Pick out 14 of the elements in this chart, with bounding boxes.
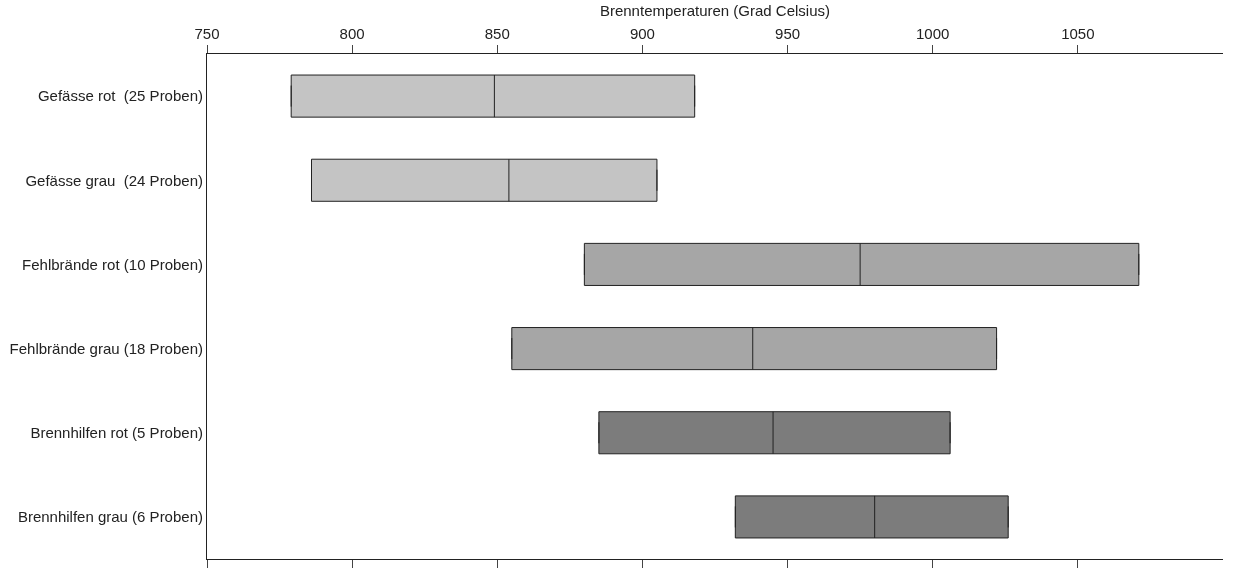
x-tick-label: 1000 xyxy=(916,25,950,42)
x-tick-label: 1050 xyxy=(1061,25,1095,42)
y-tick-label: Gefässe grau (24 Proben) xyxy=(25,171,203,189)
x-tick-label: 750 xyxy=(194,25,220,42)
x-tick-label: 950 xyxy=(775,25,801,42)
x-tick-label: 900 xyxy=(629,25,655,42)
x-tick-label: 800 xyxy=(339,25,365,42)
y-tick-label: Brennhilfen grau (6 Proben) xyxy=(17,508,203,526)
y-tick-label: Fehlbrände rot (10 Proben) xyxy=(22,255,203,273)
y-tick-label: Fehlbrände grau (18 Proben) xyxy=(9,339,203,357)
y-tick-label: Gefässe rot (25 Proben) xyxy=(37,87,203,105)
y-tick-label: Brennhilfen rot (5 Proben) xyxy=(30,424,203,441)
x-tick-label: 850 xyxy=(484,25,510,42)
x-axis-title: Brenntemperaturen (Grad Celsius) xyxy=(599,2,831,20)
